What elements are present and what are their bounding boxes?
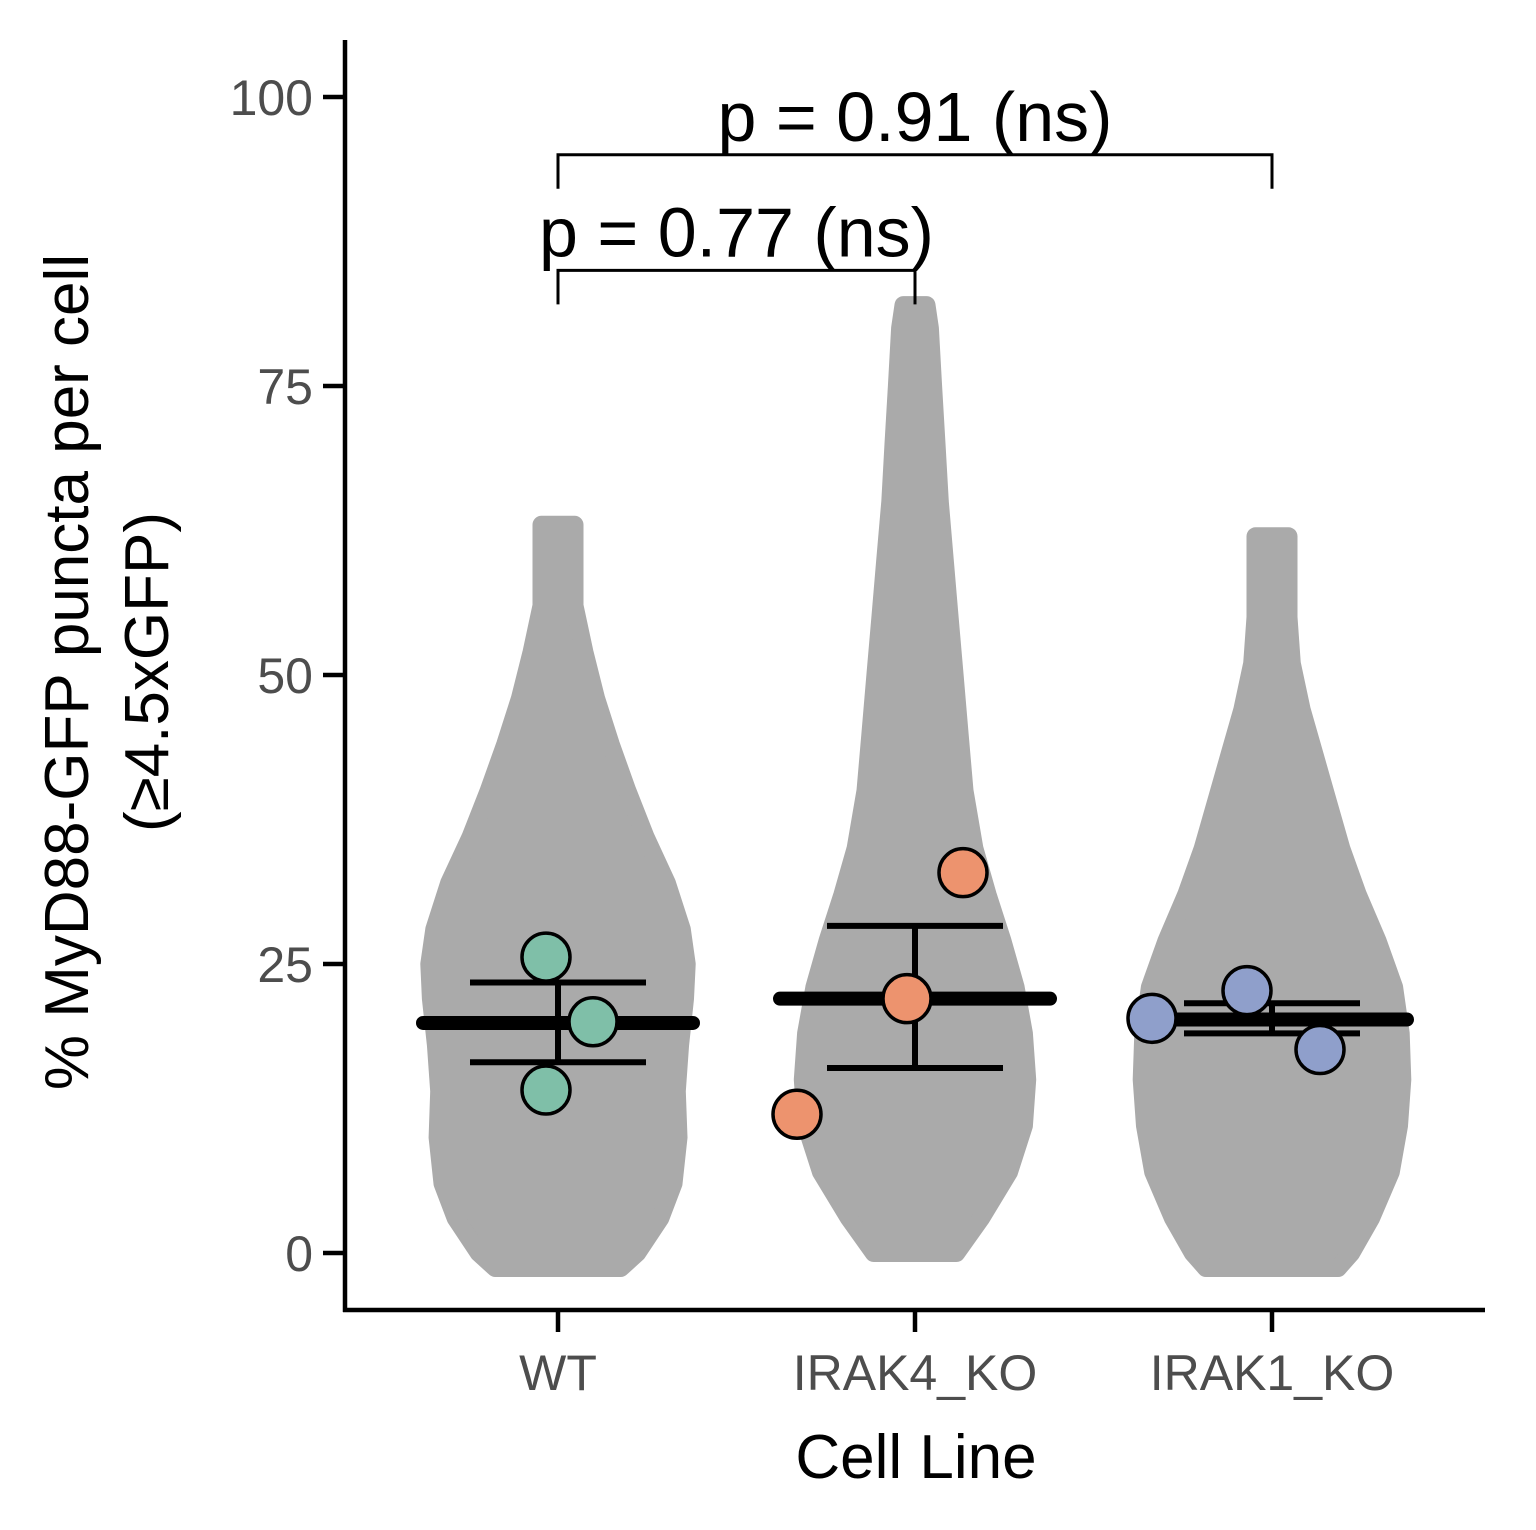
violin-IRAK1_KO bbox=[1132, 527, 1412, 1277]
data-point-WT-1 bbox=[520, 931, 572, 983]
data-point-IRAK1_KO-1 bbox=[1126, 992, 1178, 1045]
data-point-WT-2 bbox=[567, 996, 619, 1048]
x-axis-title: Cell Line bbox=[795, 1423, 1036, 1492]
y-tick-label-75: 75 bbox=[257, 359, 313, 415]
data-point-IRAK4_KO-2 bbox=[881, 972, 933, 1025]
data-point-IRAK4_KO-1 bbox=[771, 1088, 823, 1141]
y-tick-label-25: 25 bbox=[257, 937, 313, 993]
y-tick-label-100: 100 bbox=[230, 70, 313, 126]
violin-WT bbox=[420, 515, 696, 1277]
axes-layer: 0 25 50 75 100 WT IRAK4_KO IRAK1_KO bbox=[230, 40, 1485, 1401]
data-point-IRAK4_KO-3 bbox=[937, 846, 989, 899]
y-axis-title-line2: (≥4.5xGFP) bbox=[113, 512, 182, 832]
comparison-label-1: p = 0.77 (ns) bbox=[539, 193, 934, 271]
summary-layer bbox=[416, 922, 1414, 1072]
comparison-label-2: p = 0.91 (ns) bbox=[718, 78, 1113, 156]
x-tick-label-WT: WT bbox=[519, 1345, 597, 1401]
comparison-bracket-2 bbox=[556, 153, 1274, 189]
y-tick-label-50: 50 bbox=[257, 648, 313, 704]
x-tick-label-IRAK4_KO: IRAK4_KO bbox=[793, 1345, 1038, 1401]
comparison-brackets: p = 0.77 (ns) p = 0.91 (ns) bbox=[539, 78, 1274, 305]
data-point-IRAK1_KO-3 bbox=[1294, 1023, 1346, 1076]
x-tick-label-IRAK1_KO: IRAK1_KO bbox=[1150, 1345, 1395, 1401]
y-tick-label-0: 0 bbox=[285, 1226, 313, 1282]
y-axis-title: % MyD88-GFP puncta per cell (≥4.5xGFP) bbox=[33, 254, 182, 1090]
comparison-bracket-1 bbox=[556, 268, 917, 305]
data-point-WT-3 bbox=[520, 1064, 572, 1116]
y-axis-title-line1: % MyD88-GFP puncta per cell bbox=[33, 254, 102, 1090]
violins-layer bbox=[420, 296, 1412, 1277]
points-layer bbox=[520, 846, 1346, 1141]
data-point-IRAK1_KO-2 bbox=[1221, 964, 1273, 1017]
violin-IRAK4_KO bbox=[793, 296, 1037, 1262]
